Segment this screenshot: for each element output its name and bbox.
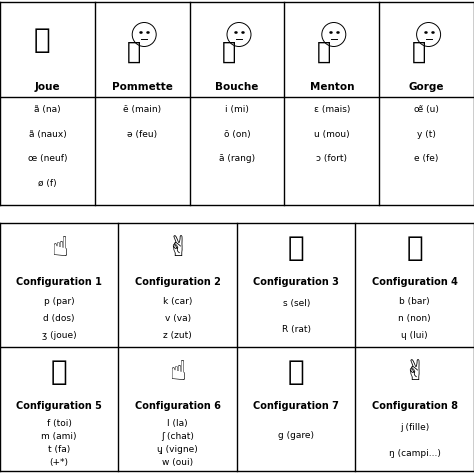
- Circle shape: [322, 22, 346, 46]
- Text: ✋: ✋: [411, 39, 426, 64]
- Text: ✋: ✋: [222, 39, 236, 64]
- Text: Menton: Menton: [310, 82, 354, 92]
- Text: f (toi): f (toi): [47, 419, 72, 428]
- Text: u (mou): u (mou): [314, 129, 350, 138]
- Text: Configuration 8: Configuration 8: [372, 401, 458, 411]
- Text: ɥ̝ (vigne): ɥ̝ (vigne): [157, 445, 198, 454]
- Circle shape: [132, 22, 156, 46]
- Text: (+*): (+*): [50, 457, 69, 466]
- Text: n (non): n (non): [399, 314, 431, 323]
- Text: Gorge: Gorge: [409, 82, 444, 92]
- Text: Configuration 3: Configuration 3: [253, 277, 339, 287]
- Text: Configuration 6: Configuration 6: [135, 401, 221, 411]
- Text: ø (f): ø (f): [38, 179, 57, 188]
- Text: v (va): v (va): [164, 314, 191, 323]
- Text: œ̃ (u): œ̃ (u): [414, 105, 439, 114]
- Text: w (oui): w (oui): [162, 457, 193, 466]
- Text: i (mi): i (mi): [225, 105, 249, 114]
- Text: ✌: ✌: [403, 358, 427, 386]
- Text: ✋: ✋: [288, 358, 305, 386]
- Text: Configuration 1: Configuration 1: [16, 277, 102, 287]
- Text: l (la): l (la): [167, 419, 188, 428]
- Text: p (par): p (par): [44, 297, 74, 306]
- Text: ā (rang): ā (rang): [219, 154, 255, 163]
- Text: t (fa): t (fa): [48, 445, 70, 454]
- Text: ẽ (main): ẽ (main): [123, 105, 161, 114]
- Text: ✋: ✋: [34, 26, 51, 54]
- Text: d (dos): d (dos): [44, 314, 75, 323]
- Text: Joue: Joue: [35, 82, 60, 92]
- Text: y (t): y (t): [417, 129, 436, 138]
- Text: ə (feu): ə (feu): [127, 129, 157, 138]
- Text: ☝: ☝: [51, 234, 68, 262]
- Text: Configuration 5: Configuration 5: [16, 401, 102, 411]
- Text: ã (naux): ã (naux): [28, 129, 66, 138]
- Text: Configuration 7: Configuration 7: [253, 401, 339, 411]
- Text: b (bar): b (bar): [400, 297, 430, 306]
- Text: g (gare): g (gare): [278, 431, 314, 440]
- Text: ã (na): ã (na): [34, 105, 61, 114]
- Text: ☝: ☝: [169, 358, 186, 386]
- Text: ✋: ✋: [288, 234, 305, 262]
- Text: m (ami): m (ami): [42, 432, 77, 441]
- Text: ✋: ✋: [406, 234, 423, 262]
- Text: s (sel): s (sel): [283, 299, 310, 308]
- Text: ɔ (fort): ɔ (fort): [316, 154, 347, 163]
- Text: Configuration 2: Configuration 2: [135, 277, 221, 287]
- Text: ɛ (mais): ɛ (mais): [314, 105, 350, 114]
- Text: Pommette: Pommette: [112, 82, 173, 92]
- Circle shape: [417, 22, 441, 46]
- Text: ✋: ✋: [317, 39, 331, 64]
- Text: ʒ (joue): ʒ (joue): [42, 330, 77, 339]
- Text: Configuration 4: Configuration 4: [372, 277, 458, 287]
- Text: ʃ (chat): ʃ (chat): [161, 432, 194, 441]
- Text: k (car): k (car): [163, 297, 192, 306]
- Text: j (fille): j (fille): [400, 423, 429, 432]
- Text: ŋ (campi...): ŋ (campi...): [389, 449, 441, 458]
- Text: œ (neuf): œ (neuf): [27, 154, 67, 163]
- Text: õ (on): õ (on): [224, 129, 250, 138]
- Text: z (zut): z (zut): [164, 330, 192, 339]
- Text: R (rat): R (rat): [282, 325, 311, 334]
- Text: e (fe): e (fe): [414, 154, 439, 163]
- Text: ✋: ✋: [127, 39, 141, 64]
- Circle shape: [227, 22, 251, 46]
- Text: ɥ (lui): ɥ (lui): [401, 330, 428, 339]
- Text: ✌: ✌: [166, 234, 190, 262]
- Text: ✊: ✊: [51, 358, 68, 386]
- Text: Bouche: Bouche: [215, 82, 259, 92]
